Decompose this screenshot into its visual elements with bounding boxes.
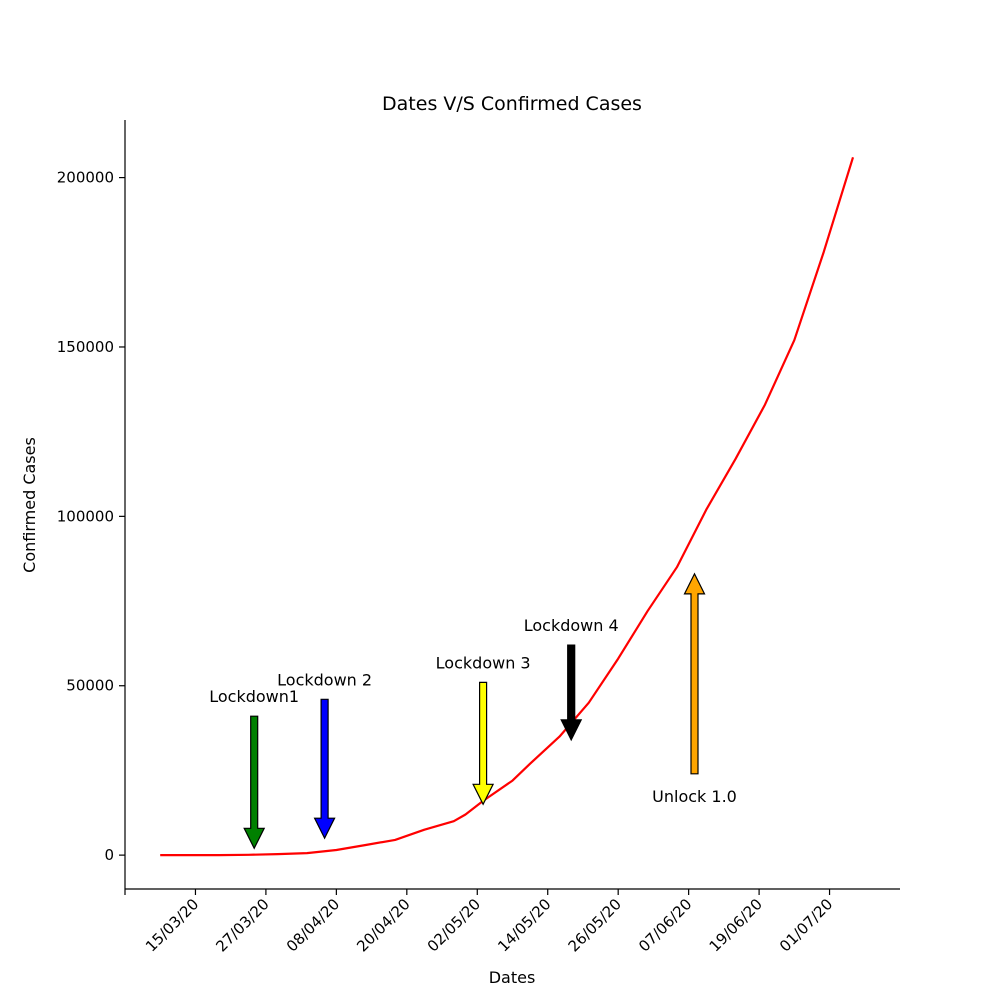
x-tick-label: 14/05/20 <box>494 895 554 955</box>
y-tick-label: 200000 <box>57 169 114 187</box>
annotation-arrow <box>243 715 266 850</box>
annotation-label: Lockdown1 <box>209 687 299 706</box>
x-tick-label: 01/07/20 <box>776 895 836 955</box>
x-tick-label: 27/03/20 <box>212 895 272 955</box>
x-tick-label: 07/06/20 <box>635 895 695 955</box>
x-axis-label: Dates <box>489 968 536 987</box>
y-tick-label: 0 <box>104 846 114 864</box>
annotation-label: Lockdown 4 <box>524 616 619 635</box>
confirmed-cases-line <box>160 156 855 857</box>
y-tick-label: 50000 <box>66 677 114 695</box>
x-tick-label: 15/03/20 <box>142 895 202 955</box>
x-tick-label: 02/05/20 <box>424 895 484 955</box>
y-tick-label: 100000 <box>57 507 114 525</box>
chart-title: Dates V/S Confirmed Cases <box>382 93 642 115</box>
y-axis-label: Confirmed Cases <box>20 437 39 573</box>
x-tick-label: 19/06/20 <box>706 895 766 955</box>
annotation-label: Lockdown 3 <box>436 653 531 672</box>
annotation-arrow <box>683 572 706 775</box>
annotation-arrow <box>313 698 336 840</box>
annotation-arrow <box>560 644 583 742</box>
x-tick-label: 26/05/20 <box>565 895 625 955</box>
x-tick-label: 08/04/20 <box>283 895 343 955</box>
annotation-label: Lockdown 2 <box>277 670 372 689</box>
plot-area: 0 50000 100000 150000 200000 15/03/20 27/03/20… <box>57 120 900 955</box>
annotation-label: Unlock 1.0 <box>652 787 737 806</box>
y-tick-label: 150000 <box>57 338 114 356</box>
annotation-arrow <box>472 681 495 806</box>
x-tick-label: 20/04/20 <box>353 895 413 955</box>
